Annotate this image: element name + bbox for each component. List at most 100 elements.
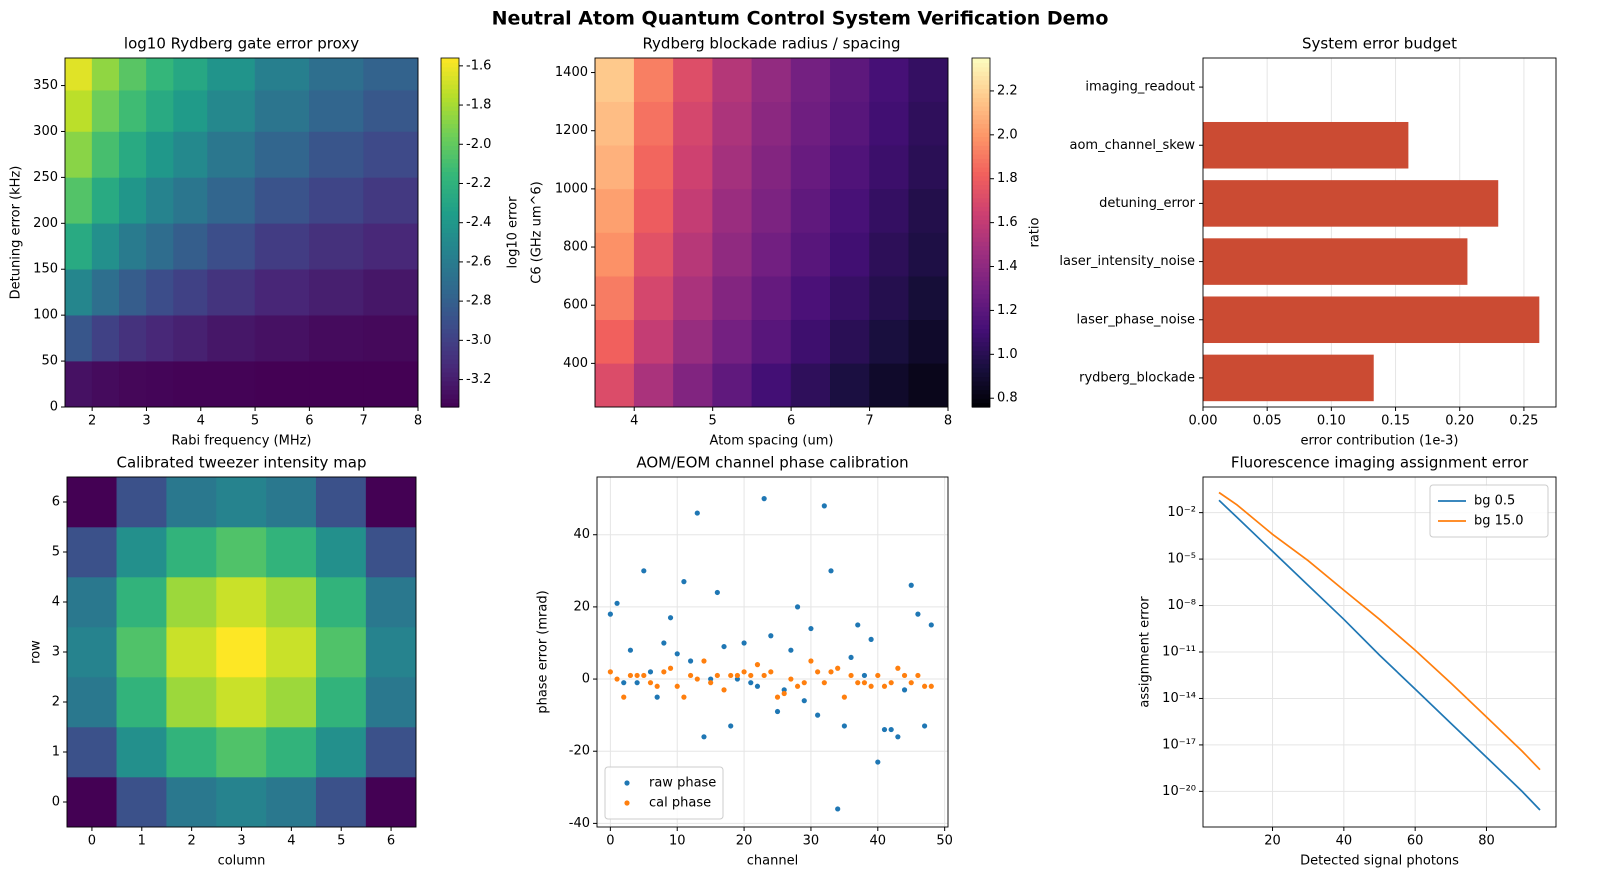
colorbar-gradient	[972, 171, 990, 177]
colorbar-gradient	[972, 267, 990, 273]
x-axis-label: error contribution (1e-3)	[1301, 434, 1459, 449]
colorbar-gradient	[441, 223, 459, 229]
colorbar-gradient	[972, 249, 990, 255]
y-tick-label: 6	[52, 495, 60, 510]
scatter-point	[794, 683, 801, 689]
colorbar-gradient	[972, 398, 990, 404]
x-tick-label: 10	[669, 834, 686, 849]
heatmap-cell	[908, 363, 949, 408]
heatmap-cell	[633, 363, 674, 408]
heatmap-cell	[315, 676, 367, 728]
colorbar-gradient	[972, 88, 990, 94]
scatter-point	[861, 672, 868, 679]
colorbar-tick-label: -2.8	[466, 294, 491, 309]
heatmap-cell	[207, 57, 256, 91]
heatmap-cell	[712, 232, 753, 277]
heatmap-cell	[365, 776, 417, 828]
heatmap-cell	[363, 131, 419, 178]
scatter-point	[841, 723, 847, 729]
heatmap-cell	[64, 314, 93, 362]
axes-frame	[1202, 57, 1557, 408]
heatmap-cell	[146, 314, 174, 362]
heatmap-cell	[254, 57, 310, 91]
colorbar-gradient	[441, 88, 459, 94]
x-axis-label: Detected signal photons	[1300, 854, 1459, 869]
colorbar-gradient	[972, 162, 990, 168]
colorbar-gradient	[441, 350, 459, 356]
colorbar-gradient	[441, 92, 459, 98]
x-tick-label: 0.00	[1189, 414, 1218, 429]
heatmap-cell	[309, 131, 364, 178]
scatter-point	[774, 694, 781, 700]
heatmap-cell	[66, 476, 118, 528]
scatter-point	[835, 806, 841, 812]
colorbar-gradient	[972, 354, 990, 360]
heatmap-cell	[207, 314, 256, 362]
colorbar-gradient	[441, 180, 459, 186]
x-tick-label: 40	[1336, 834, 1353, 849]
y-tick-label: 1000	[555, 181, 588, 196]
heatmap-cell	[790, 363, 831, 408]
x-tick-label: 4	[630, 414, 638, 429]
colorbar-gradient	[441, 241, 459, 247]
colorbar-tick-label: 1.8	[997, 171, 1018, 186]
heatmap-cell	[216, 626, 267, 678]
heatmap-cell	[66, 626, 118, 678]
colorbar-gradient	[972, 350, 990, 356]
colorbar-gradient	[972, 132, 990, 138]
scatter-point	[634, 672, 640, 679]
heatmap-cell	[869, 144, 910, 190]
heatmap-cell	[908, 144, 949, 190]
scatter-point	[721, 687, 727, 693]
scatter-point	[607, 669, 613, 675]
line-series	[1218, 499, 1541, 811]
heatmap-cell	[830, 319, 870, 364]
colorbar-gradient	[972, 280, 990, 286]
heatmap-cell	[908, 319, 949, 364]
scatter-point	[621, 680, 627, 686]
scatter-point	[674, 683, 680, 689]
colorbar-tick-label: -2.2	[466, 176, 491, 191]
y-tick-label: 0	[50, 400, 58, 415]
scatter-point	[748, 672, 754, 679]
heatmap-cell	[365, 676, 417, 728]
subplot-title: System error budget	[1302, 35, 1457, 53]
colorbar-gradient	[441, 79, 459, 85]
heatmap-cell	[830, 232, 870, 277]
colorbar-gradient	[972, 376, 990, 382]
colorbar-gradient	[441, 175, 459, 181]
x-tick-label: 0	[88, 834, 96, 849]
heatmap-cell	[790, 101, 831, 146]
x-tick-label: 6	[305, 414, 313, 429]
scatter-point	[821, 503, 827, 509]
y-tick-label: -20	[569, 744, 590, 759]
colorbar-tick-label: -2.6	[466, 254, 491, 269]
colorbar-gradient	[972, 97, 990, 103]
heatmap-cell	[633, 144, 674, 190]
colorbar-gradient	[441, 232, 459, 238]
x-tick-label: 60	[1407, 834, 1424, 849]
colorbar-gradient	[972, 402, 990, 408]
colorbar-gradient	[972, 258, 990, 264]
colorbar-gradient	[441, 393, 459, 399]
heatmap-cell	[254, 223, 310, 270]
heatmap-cell	[64, 57, 93, 91]
colorbar-gradient	[441, 249, 459, 255]
y-tick-label: 100	[33, 308, 58, 323]
y-tick-label: 350	[33, 78, 58, 93]
colorbar-gradient	[972, 206, 990, 212]
heatmap-cell	[830, 101, 870, 146]
colorbar-gradient	[972, 289, 990, 295]
heatmap-cell	[908, 101, 949, 146]
colorbar-gradient	[441, 263, 459, 268]
colorbar-gradient	[972, 201, 990, 207]
x-tick-label: 8	[944, 414, 952, 429]
legend-box	[604, 766, 724, 820]
scatter-point	[915, 611, 921, 617]
scatter-point	[647, 680, 654, 686]
heatmap-cell	[594, 101, 635, 146]
heatmap-cell	[673, 275, 713, 321]
heatmap-cell	[673, 144, 713, 190]
